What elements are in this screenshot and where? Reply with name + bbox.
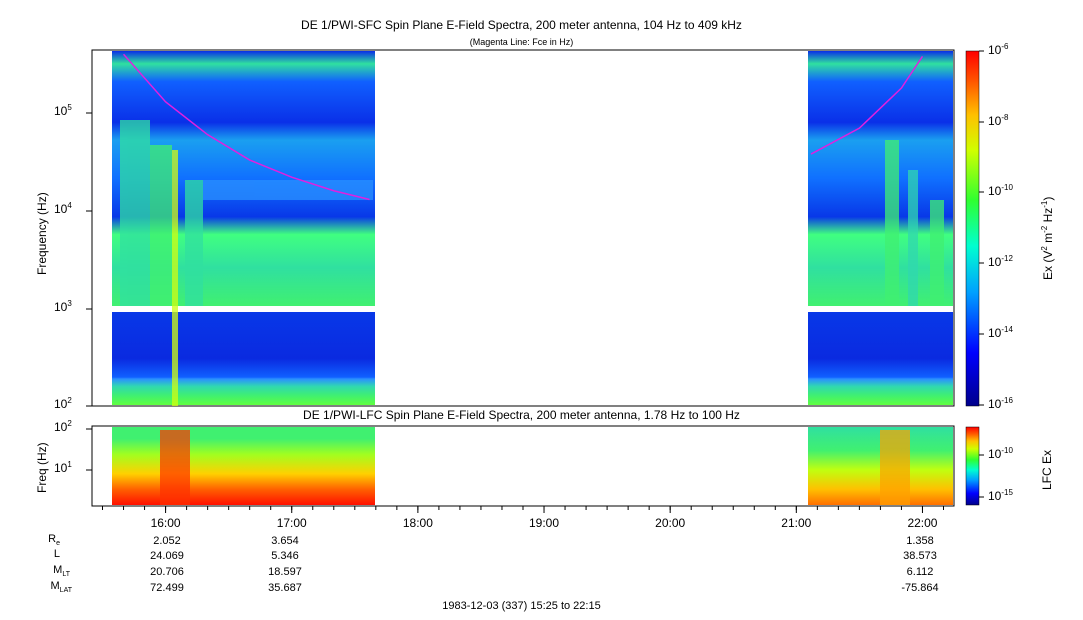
spectrogram-subtitle: (Magenta Line: Fce in Hz) [469,37,574,47]
colorbar-tick-2: 10-8 [988,113,1009,128]
x-tick-label: 20:00 [655,516,686,530]
upper-spectrogram-segment-2 [808,51,953,306]
ephemeris-value: 20.706 [150,566,184,578]
ephemeris-value: 72.499 [150,582,184,594]
upper-y-ticks [86,112,92,407]
ephemeris-label-l: L [53,548,60,560]
ephemeris-value: 38.573 [903,550,937,562]
ephemeris-value: 3.654 [271,535,299,547]
lower-y-tick-label-10: 101 [54,460,72,475]
ephemeris-value: -75.864 [901,582,939,594]
lower-colorbar-tick-1: 10-10 [988,446,1013,461]
emission-streaks [120,120,944,406]
lower-colorbar-label: LFC Ex [1040,449,1054,490]
ephemeris-value: 1.358 [906,535,934,547]
ephemeris-value: 24.069 [150,550,184,562]
lower-spectrogram-title: DE 1/PWI-LFC Spin Plane E-Field Spectra,… [303,408,740,422]
ephemeris-label-re: Re [48,533,60,548]
y-axis-label: Frequency (Hz) [35,192,49,275]
ephemeris-label-mlt: MLT [53,564,70,579]
lower-y-tick-label-100: 102 [54,419,72,434]
lower-y-axis-label: Freq (Hz) [35,442,49,493]
fce-line-2 [810,55,924,155]
x-tick-label: 17:00 [276,516,307,530]
x-axis-ticks [102,506,944,513]
y-tick-label-100: 102 [54,396,72,411]
x-tick-label: 21:00 [781,516,812,530]
upper-spectrogram-segment-1-low [112,312,375,405]
colorbar-tick-5: 10-14 [988,325,1013,340]
colorbar-tick-4: 10-12 [988,254,1013,269]
x-tick-label: 22:00 [907,516,938,530]
colorbar-lower [965,426,980,506]
ephemeris-label-mlat: MLAT [50,580,73,595]
lower-emission-streaks [160,430,910,505]
ephemeris-value: 2.052 [153,535,181,547]
ephemeris-value: 35.687 [268,582,302,594]
colorbar-label: Ex (V2 m-2 Hz-1) [1040,196,1055,280]
lower-spectrogram-segment-1 [112,427,375,505]
colorbar-tick-1: 10-6 [988,42,1009,57]
fce-line [122,53,370,201]
colorbar-tick-3: 10-10 [988,183,1013,198]
y-tick-label-1000: 103 [54,299,72,314]
ephemeris-value: 18.597 [268,566,302,578]
spectrogram-title: DE 1/PWI-SFC Spin Plane E-Field Spectra,… [301,18,742,32]
lower-y-ticks [86,428,92,471]
colorbar-ticks [979,50,984,498]
x-tick-label: 16:00 [150,516,181,530]
time-range-footer: 1983-12-03 (337) 15:25 to 22:15 [442,600,601,612]
upper-spectrogram-segment-2-low [808,312,953,405]
colorbar-main [965,50,980,407]
x-tick-label: 18:00 [402,516,433,530]
y-tick-label-10000: 104 [54,201,72,216]
ephemeris-value: 6.112 [906,566,934,578]
y-tick-label-100000: 105 [54,103,72,118]
colorbar-tick-6: 10-16 [988,396,1013,411]
ephemeris-value: 5.346 [271,550,299,562]
lower-colorbar-tick-2: 10-15 [988,488,1013,503]
x-tick-label: 19:00 [529,516,560,530]
